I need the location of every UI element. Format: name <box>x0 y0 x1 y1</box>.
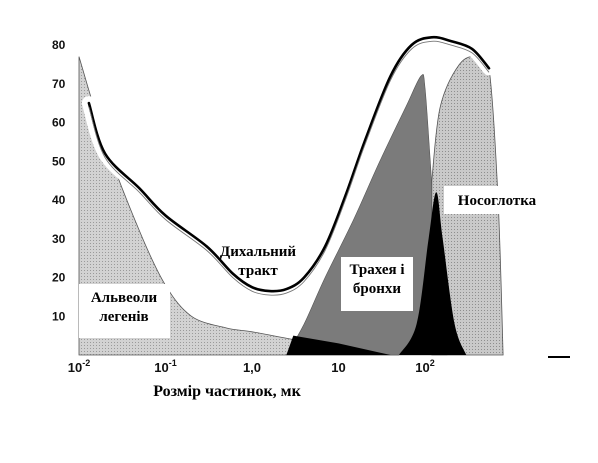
nasopharynx-label-box <box>444 186 550 214</box>
x-tick-label: 1,0 <box>243 360 261 375</box>
total-curve-line <box>87 35 491 293</box>
trachea-label-line: бронхи <box>353 281 401 297</box>
x-tick-label: 10-1 <box>154 358 176 375</box>
x-tick-label: 10 <box>331 360 345 375</box>
total-curve-edge <box>88 40 490 296</box>
alveoli-label-line: легенів <box>99 309 148 325</box>
axes: 10 20 30 40 50 60 70 80 10-2 10-1 1,0 10 102 Розмір ч… <box>52 38 570 400</box>
x-tick-label: 10-2 <box>68 358 90 375</box>
alveoli-label-line: Альвеоли <box>91 290 158 306</box>
y-tick-label: 70 <box>52 77 66 91</box>
y-tick-label: 50 <box>52 154 66 168</box>
y-tick-label: 40 <box>52 193 66 207</box>
y-tick-label: 60 <box>52 116 66 130</box>
x-tick-label: 102 <box>415 358 434 375</box>
y-tick-label: 30 <box>52 232 66 246</box>
x-axis-label: Розмір частинок, мк <box>153 383 301 400</box>
total-label-line: Дихальний <box>220 244 297 260</box>
total-label-line: тракт <box>238 263 278 279</box>
alveoli-label-box <box>79 284 170 338</box>
y-tick-label: 80 <box>52 38 66 52</box>
total-curve-group <box>81 30 496 299</box>
y-tick-label: 20 <box>52 271 66 285</box>
region-labels: Альвеоли легенів Трахея і бронхи Дихальний тр… <box>79 186 550 338</box>
trachea-label-line: Трахея і <box>349 262 404 278</box>
nasopharynx-label-line: Носоглотка <box>458 193 537 209</box>
dark-wedge-area <box>286 335 391 355</box>
trachea-label-box <box>341 257 413 311</box>
nasopharynx-core-area <box>399 192 467 355</box>
y-tick-label: 10 <box>52 309 66 323</box>
